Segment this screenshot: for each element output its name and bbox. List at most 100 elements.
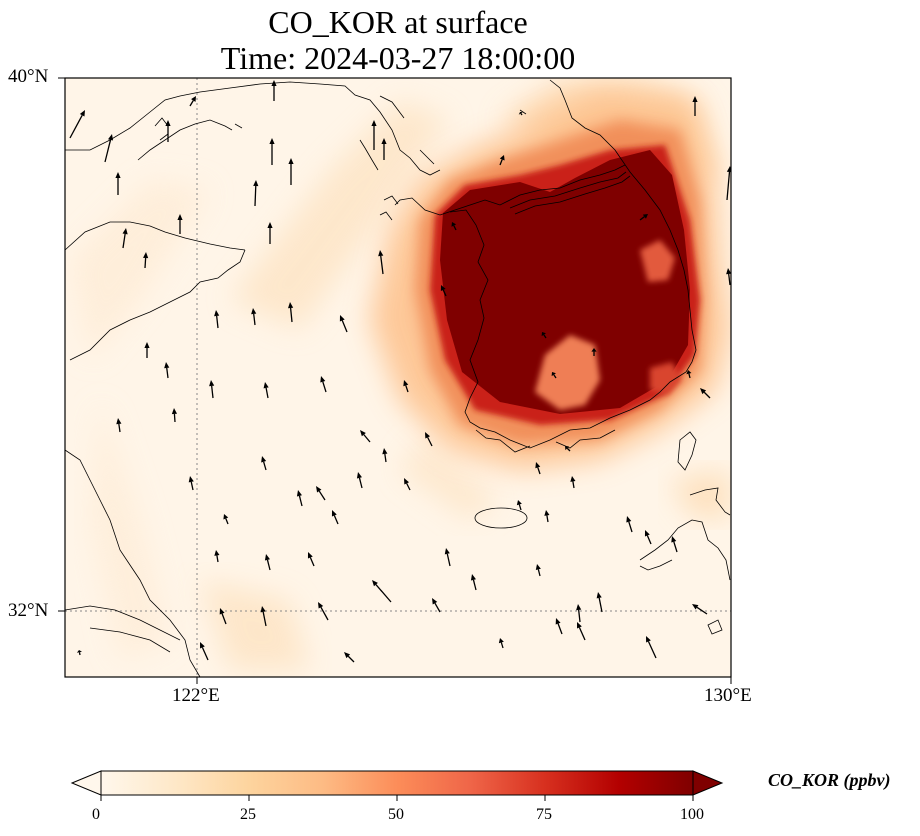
wind-arrow: [555, 618, 563, 635]
wind-arrow: [177, 214, 183, 234]
wind-arrow: [381, 138, 387, 160]
wind-arrow: [264, 554, 271, 571]
wind-arrow: [432, 598, 441, 613]
wind-arrow: [288, 302, 294, 323]
wind-arrow: [296, 490, 303, 507]
wind-arrow: [371, 120, 377, 150]
lon-tick-label-130e: 130°E: [704, 685, 752, 706]
colorbar-title: CO_KOR (ppbv): [768, 770, 891, 790]
wind-arrow: [122, 228, 128, 249]
lon-tick-label-122e: 122°E: [172, 685, 220, 706]
wind-arrow: [214, 310, 220, 329]
plot-subtitle-time: Time: 2024-03-27 18:00:00: [220, 40, 576, 76]
wind-arrow: [344, 652, 355, 663]
wind-arrow: [404, 478, 411, 491]
coastlines: [65, 79, 731, 677]
wind-arrow: [544, 510, 550, 523]
wind-arrow: [164, 362, 170, 379]
wind-arrow: [440, 285, 447, 297]
wind-arrow: [189, 96, 196, 107]
colorbar-tick-label-50: 50: [388, 806, 404, 823]
wind-arrow: [535, 564, 541, 577]
wind-arrow: [165, 120, 171, 142]
wind-arrow: [516, 500, 522, 511]
wind-arrow: [143, 252, 149, 269]
wind-arrow: [372, 580, 392, 603]
map-frame: [64, 77, 732, 678]
wind-arrow: [263, 382, 269, 399]
wind-arrow: [692, 604, 708, 615]
co-field-core-pocket-southeast: [650, 362, 682, 395]
wind-arrow: [356, 472, 363, 489]
wind-arrow: [570, 476, 576, 489]
wind-arrow: [403, 380, 409, 393]
wind-arrow: [104, 134, 114, 163]
plot-title: CO_KOR at surface: [268, 4, 528, 40]
wind-arrow: [626, 516, 633, 533]
co-field-core: [440, 150, 690, 414]
wind-arrow: [498, 638, 504, 649]
wind-arrow: [320, 376, 327, 393]
co-field-core-pocket-east: [640, 240, 675, 282]
wind-arrow: [214, 550, 220, 563]
wind-arrow: [518, 111, 524, 116]
wind-arrow: [425, 432, 433, 447]
colorbar-tick-label-25: 25: [240, 806, 256, 823]
wind-arrow: [378, 250, 384, 275]
lat-tick-label-40n: 40°N: [8, 66, 49, 87]
colorbar-tick-label-75: 75: [536, 806, 552, 823]
wind-arrow: [116, 418, 122, 433]
wind-arrow: [565, 446, 571, 452]
wind-arrow: [360, 430, 371, 443]
wind-arrow: [260, 606, 267, 627]
wind-arrow: [382, 448, 388, 463]
wind-arrow: [577, 622, 586, 641]
wind-arrow: [726, 166, 731, 201]
wind-arrow: [271, 80, 277, 101]
wind-arrow: [451, 222, 457, 231]
wind-arrow: [209, 380, 215, 399]
wind-arrow: [269, 138, 275, 165]
wind-arrow: [171, 408, 178, 423]
colorbar-tick-label-100: 100: [680, 806, 704, 823]
wind-arrow: [115, 172, 121, 195]
lat-tick-label-32n: 32°N: [8, 600, 49, 621]
wind-arrow: [639, 214, 648, 221]
wind-arrow: [251, 308, 257, 326]
wind-arrow: [318, 602, 329, 621]
wind-arrow: [223, 514, 229, 525]
wind-arrow: [700, 388, 711, 399]
wind-arrow: [470, 574, 477, 591]
wind-arrow: [339, 315, 348, 333]
wind-arrow: [726, 268, 731, 286]
wind-arrow: [551, 372, 557, 379]
wind-arrow: [646, 636, 657, 659]
wind-arrow: [499, 155, 505, 166]
wind-arrow: [591, 348, 597, 356]
wind-arrow: [219, 608, 227, 625]
wind-arrow: [316, 486, 326, 501]
colorbar-tick-label-0: 0: [92, 806, 100, 823]
wind-arrow: [692, 96, 698, 116]
colorbar-outline: [100, 770, 694, 796]
wind-arrow: [671, 536, 678, 553]
wind-arrow: [261, 456, 267, 471]
colorbar-ticks: [100, 795, 694, 801]
wind-arrow: [535, 462, 541, 475]
wind-arrow: [541, 332, 547, 339]
wind-arrow: [69, 110, 85, 139]
wind-arrow: [596, 592, 603, 613]
colorbar-ramp: [101, 771, 693, 795]
wind-arrow: [267, 222, 273, 244]
co-concentration-map: [58, 77, 732, 684]
wind-arrow: [644, 530, 652, 545]
wind-arrow: [307, 552, 315, 567]
colorbar-extend-min: [70, 770, 102, 796]
wind-arrow: [444, 548, 451, 567]
wind-arrow: [576, 604, 582, 623]
wind-arrow: [253, 180, 259, 207]
wind-arrow: [288, 158, 294, 185]
wind-arrow: [76, 650, 82, 656]
wind-arrow: [331, 510, 339, 525]
wind-arrow: [144, 342, 150, 358]
